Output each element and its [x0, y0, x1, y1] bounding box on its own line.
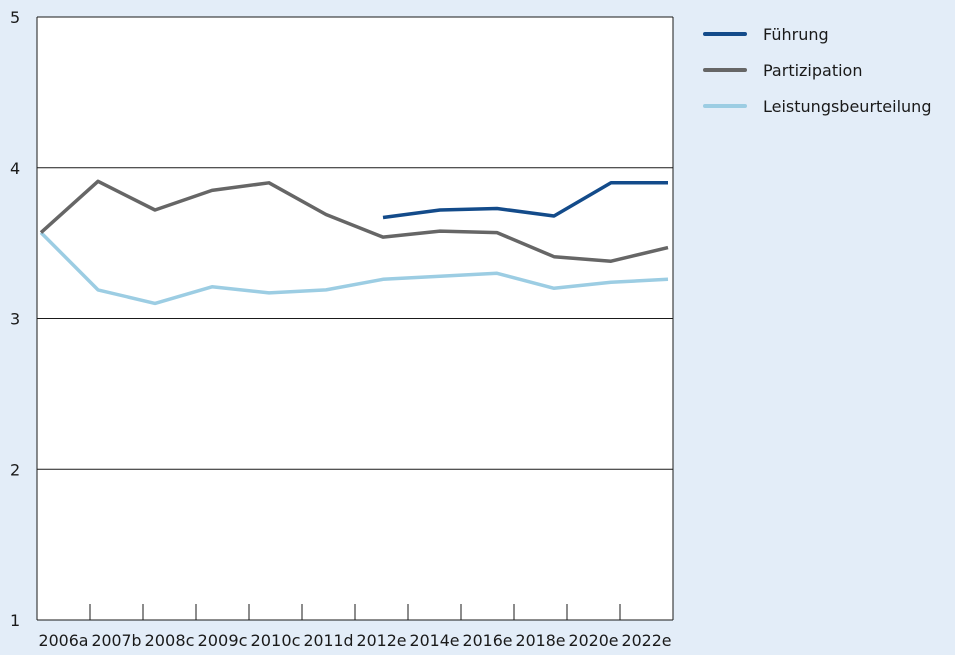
- x-tick-label: 2022e: [622, 631, 672, 650]
- legend-label: Führung: [763, 25, 829, 44]
- y-tick-label: 5: [10, 8, 20, 27]
- x-tick-label: 2008c: [145, 631, 195, 650]
- y-tick-label: 2: [10, 460, 20, 479]
- x-tick-label: 2012e: [357, 631, 407, 650]
- x-axis-ticks: 2006a 2007b 2008c 2009c 2010c 2011d 2012e 2014e…: [39, 604, 674, 650]
- series-lines: [39, 179, 669, 306]
- series-line: [39, 231, 669, 306]
- x-tick-label: 2018e: [516, 631, 566, 650]
- x-tick-label: 2011d: [304, 631, 354, 650]
- x-tick-label: 2014e: [410, 631, 460, 650]
- x-tick-label: 2007b: [92, 631, 142, 650]
- gridlines: [37, 16, 673, 470]
- y-axis-ticks: 1 2 3 4 5: [10, 8, 20, 630]
- x-tick-label: 2006a: [39, 631, 89, 650]
- series-line: [382, 181, 668, 220]
- legend-label: Partizipation: [763, 61, 862, 80]
- x-tick-label: 2009c: [198, 631, 248, 650]
- y-tick-label: 1: [10, 611, 20, 630]
- x-tick-label: 2020e: [569, 631, 619, 650]
- series-line: [39, 179, 669, 263]
- y-tick-label: 4: [10, 159, 20, 178]
- legend-label: Leistungsbeurteilung: [763, 97, 931, 116]
- x-tick-label: 2016e: [463, 631, 513, 650]
- y-tick-label: 3: [10, 310, 20, 329]
- legend: Führung Partizipation Leistungsbeurteilung: [703, 25, 931, 116]
- x-tick-label: 2010c: [251, 631, 301, 650]
